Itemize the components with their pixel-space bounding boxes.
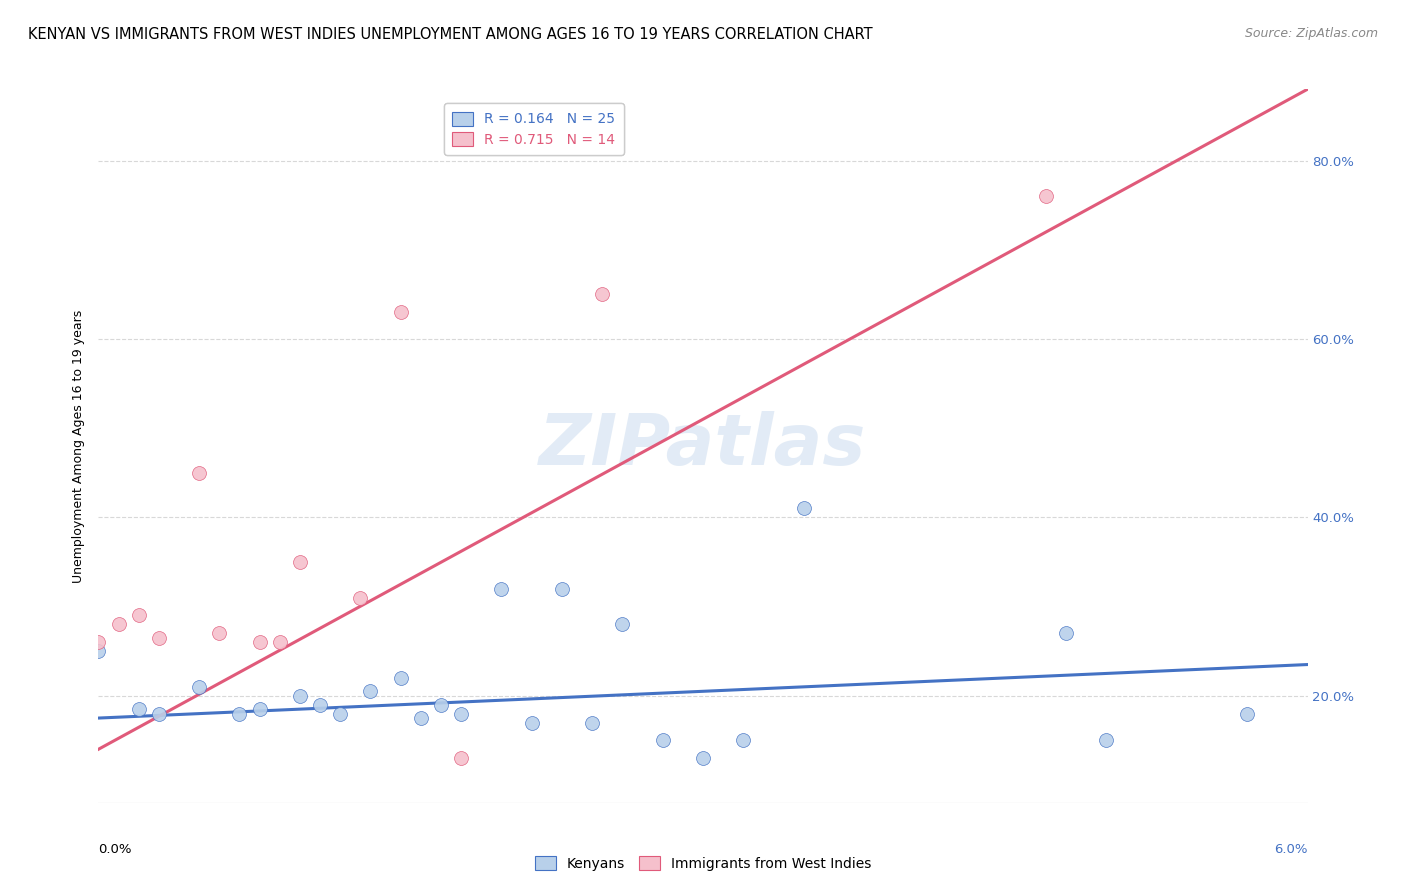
Point	[1236, 706, 1258, 721]
Point	[1095, 733, 1118, 747]
Point	[551, 582, 574, 596]
Text: ZIPatlas: ZIPatlas	[540, 411, 866, 481]
Point	[793, 501, 815, 516]
Point	[409, 711, 432, 725]
Point	[148, 631, 170, 645]
Point	[450, 751, 472, 765]
Text: 0.0%: 0.0%	[98, 843, 132, 856]
Text: Source: ZipAtlas.com: Source: ZipAtlas.com	[1244, 27, 1378, 40]
Point	[249, 635, 271, 649]
Y-axis label: Unemployment Among Ages 16 to 19 years: Unemployment Among Ages 16 to 19 years	[72, 310, 86, 582]
Point	[208, 626, 231, 640]
Text: 6.0%: 6.0%	[1274, 843, 1308, 856]
Legend: R = 0.164   N = 25, R = 0.715   N = 14: R = 0.164 N = 25, R = 0.715 N = 14	[444, 103, 623, 155]
Point	[651, 733, 673, 747]
Point	[430, 698, 453, 712]
Point	[389, 671, 412, 685]
Point	[733, 733, 755, 747]
Point	[87, 635, 110, 649]
Point	[228, 706, 250, 721]
Point	[87, 644, 110, 658]
Point	[1035, 189, 1057, 203]
Point	[128, 608, 150, 623]
Point	[491, 582, 513, 596]
Point	[107, 617, 129, 632]
Point	[692, 751, 714, 765]
Point	[581, 715, 603, 730]
Point	[148, 706, 170, 721]
Point	[360, 684, 382, 698]
Point	[288, 555, 311, 569]
Point	[389, 305, 412, 319]
Point	[591, 287, 613, 301]
Point	[520, 715, 543, 730]
Point	[188, 466, 211, 480]
Point	[249, 702, 271, 716]
Text: KENYAN VS IMMIGRANTS FROM WEST INDIES UNEMPLOYMENT AMONG AGES 16 TO 19 YEARS COR: KENYAN VS IMMIGRANTS FROM WEST INDIES UN…	[28, 27, 873, 42]
Point	[288, 689, 311, 703]
Legend: Kenyans, Immigrants from West Indies: Kenyans, Immigrants from West Indies	[529, 850, 877, 876]
Point	[188, 680, 211, 694]
Point	[450, 706, 472, 721]
Point	[329, 706, 352, 721]
Point	[1054, 626, 1077, 640]
Point	[128, 702, 150, 716]
Point	[309, 698, 332, 712]
Point	[612, 617, 634, 632]
Point	[269, 635, 291, 649]
Point	[349, 591, 371, 605]
